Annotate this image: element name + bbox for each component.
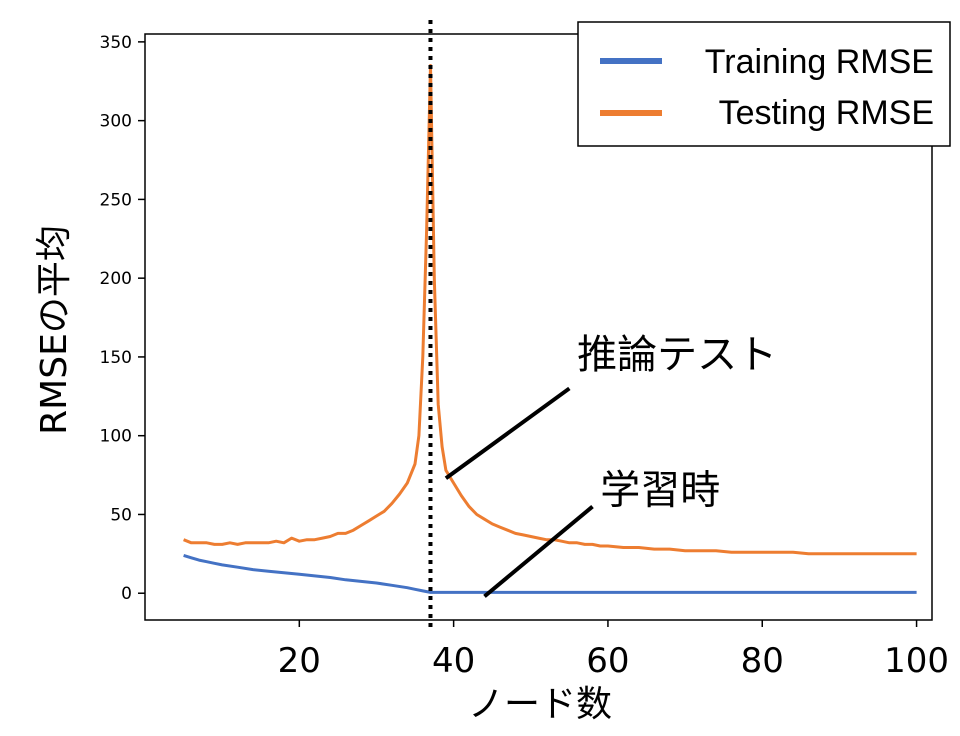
series-layer [183,64,917,594]
y-tick-label: 350 [100,33,132,53]
legend-label-training: Training RMSE [705,43,934,81]
y-tick-label: 0 [121,584,132,604]
annotation-line [483,505,594,598]
x-axis: 20 40 60 80 100 [278,620,949,681]
y-axis: 0 50 100 150 200 250 300 350 [100,33,145,604]
y-tick-label: 150 [100,348,132,368]
annotation-inference-test: 推論テスト [577,332,777,378]
y-axis-label: RMSEの平均 [34,225,75,435]
y-tick-label: 300 [100,112,132,132]
y-tick-label: 50 [110,505,132,525]
series-line-testing [183,64,917,556]
legend: Training RMSE Testing RMSE [577,21,951,147]
annotation-training-time: 学習時 [600,467,720,513]
x-tick-label: 80 [741,641,784,681]
x-axis-label: ノード数 [468,684,612,725]
y-tick-label: 200 [100,269,132,289]
series-line-training [183,553,917,594]
y-tick-label: 100 [100,427,132,447]
y-tick-label: 250 [100,190,132,210]
plot-area-frame [144,33,933,621]
x-tick-label: 40 [432,641,475,681]
legend-label-testing: Testing RMSE [719,94,934,132]
x-tick-label: 60 [586,641,629,681]
x-tick-label: 100 [884,641,949,681]
legend-box [577,21,951,147]
annotation-line [444,386,571,480]
x-tick-label: 20 [278,641,321,681]
